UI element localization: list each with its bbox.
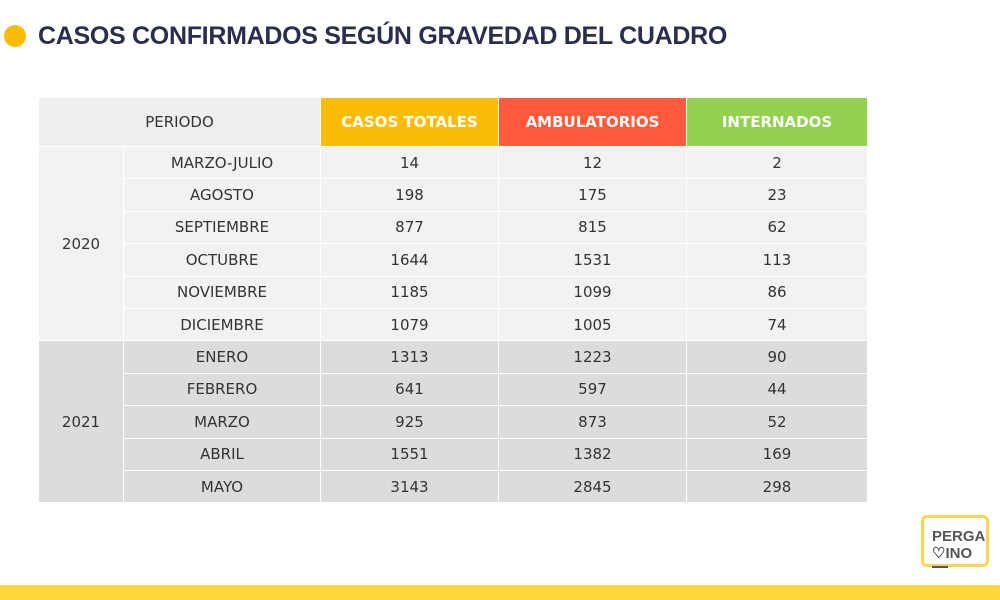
period-cell: FEBRERO [123, 372, 321, 407]
value-cell: 298 [686, 469, 868, 504]
value-cell: 597 [498, 372, 687, 407]
value-cell: 14 [320, 145, 499, 180]
value-cell: 44 [686, 372, 868, 407]
value-cell: 86 [686, 275, 868, 309]
value-cell: 1079 [320, 307, 499, 342]
period-cell: MARZO-JULIO [123, 145, 321, 180]
value-cell: 3143 [320, 469, 499, 504]
table-row: 2021 ENERO 1313 1223 90 [38, 340, 868, 504]
value-cell: 1382 [498, 437, 687, 471]
year-cell: 2021 [38, 340, 124, 504]
value-cell: 175 [498, 178, 687, 212]
value-cell: 74 [686, 307, 868, 342]
value-cell: 641 [320, 372, 499, 407]
column-header: AMBULATORIOS [498, 97, 687, 147]
table-row: 2020 MARZO-JULIO 14 12 2 [38, 145, 868, 342]
period-cell: ABRIL [123, 437, 321, 471]
value-cell: 1223 [498, 340, 687, 374]
value-cell: 198 [320, 178, 499, 212]
period-cell: AGOSTO [123, 178, 321, 212]
value-cell: 2 [686, 145, 868, 180]
value-cell: 1099 [498, 275, 687, 309]
column-header: INTERNADOS [686, 97, 868, 147]
table-row: MARZO 925 873 52 [39, 405, 868, 439]
value-cell: 1644 [320, 243, 499, 277]
bottom-accent-bar [0, 585, 1000, 600]
value-cell: 1005 [498, 307, 687, 342]
period-cell: ENERO [123, 340, 321, 374]
pergamino-logo: PERGA ♡INO [921, 515, 989, 568]
value-cell: 1313 [320, 340, 499, 374]
table-row: NOVIEMBRE 1185 1099 86 [39, 275, 868, 309]
page-title: CASOS CONFIRMADOS SEGÚN GRAVEDAD DEL CUA… [38, 22, 727, 50]
value-cell: 12 [498, 145, 687, 180]
cases-table: PERIODO CASOS TOTALES AMBULATORIOS INTERNAD… [38, 97, 868, 504]
table-row: OCTUBRE 1644 1531 113 [39, 243, 868, 277]
value-cell: 169 [686, 437, 868, 471]
period-cell: SEPTIEMBRE [123, 210, 321, 245]
table-row: ABRIL 1551 1382 169 [39, 437, 868, 471]
value-cell: 1531 [498, 243, 687, 277]
value-cell: 877 [320, 210, 499, 245]
value-cell: 1185 [320, 275, 499, 309]
value-cell: 873 [498, 405, 687, 439]
table-row: SEPTIEMBRE 877 815 62 [39, 210, 868, 245]
value-cell: 925 [320, 405, 499, 439]
period-cell: MAYO [123, 469, 321, 504]
column-header: CASOS TOTALES [320, 97, 499, 147]
value-cell: 23 [686, 178, 868, 212]
table-row: MAYO 3143 2845 298 [39, 469, 868, 504]
table-row: AGOSTO 198 175 23 [39, 178, 868, 212]
table-row: DICIEMBRE 1079 1005 74 [39, 307, 868, 342]
value-cell: 52 [686, 405, 868, 439]
value-cell: 62 [686, 210, 868, 245]
value-cell: 90 [686, 340, 868, 374]
value-cell: 815 [498, 210, 687, 245]
value-cell: 1551 [320, 437, 499, 471]
period-cell: NOVIEMBRE [123, 275, 321, 309]
period-cell: DICIEMBRE [123, 307, 321, 342]
title-bullet-icon [4, 25, 26, 47]
year-cell: 2020 [38, 145, 124, 342]
table-row: FEBRERO 641 597 44 [39, 372, 868, 407]
period-cell: MARZO [123, 405, 321, 439]
period-cell: OCTUBRE [123, 243, 321, 277]
value-cell: 113 [686, 243, 868, 277]
column-header: PERIODO [38, 97, 321, 147]
value-cell: 2845 [498, 469, 687, 504]
